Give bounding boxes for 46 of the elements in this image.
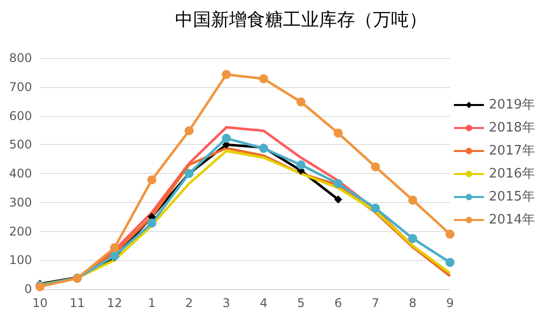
point [334, 128, 343, 138]
x-tick-label: 2 [185, 296, 193, 310]
point [334, 179, 343, 188]
x-tick-label: 7 [372, 296, 380, 310]
chart-title: 中国新增食糖工业库存（万吨） [175, 10, 427, 30]
x-tick-label: 9 [446, 296, 454, 310]
point [446, 258, 454, 267]
x-tick-label: 1 [148, 296, 156, 310]
x-tick-label: 6 [334, 296, 342, 310]
y-tick-label: 0 [24, 282, 32, 296]
point [222, 134, 231, 143]
point [147, 218, 156, 228]
x-tick-label: 8 [408, 296, 417, 310]
y-tick-label: 400 [9, 166, 32, 180]
point [110, 243, 120, 252]
point [147, 175, 156, 184]
legend-label: 2015年 [488, 190, 536, 204]
point [334, 195, 342, 204]
x-tick-label: 11 [70, 296, 85, 310]
x-tick-label: 12 [106, 296, 122, 310]
legend-label: 2014年 [488, 212, 536, 228]
point [259, 74, 268, 84]
point [296, 97, 306, 106]
y-tick-label: 800 [9, 51, 32, 65]
y-tick-label: 300 [9, 195, 32, 210]
point [370, 162, 380, 172]
point [296, 160, 306, 170]
point [408, 196, 418, 205]
y-tick-label: 600 [9, 108, 32, 123]
x-tick-label: 4 [260, 296, 268, 310]
y-tick-label: 700 [9, 80, 32, 94]
x-tick-label: 3 [222, 296, 230, 310]
x-tick-label: 10 [32, 296, 48, 310]
point [222, 70, 231, 79]
point [446, 230, 454, 239]
y-tick-label: 500 [9, 138, 32, 152]
legend-label: 2018年 [488, 120, 536, 136]
y-tick-label: 200 [9, 224, 32, 238]
point [408, 234, 418, 243]
legend-label: 2016年 [488, 166, 536, 182]
x-tick-label: 5 [297, 296, 305, 310]
legend-label: 2019年 [488, 98, 536, 112]
legend-label: 2017年 [488, 144, 536, 158]
y-tick-label: 100 [9, 253, 32, 268]
point [184, 126, 194, 136]
point [370, 204, 380, 213]
